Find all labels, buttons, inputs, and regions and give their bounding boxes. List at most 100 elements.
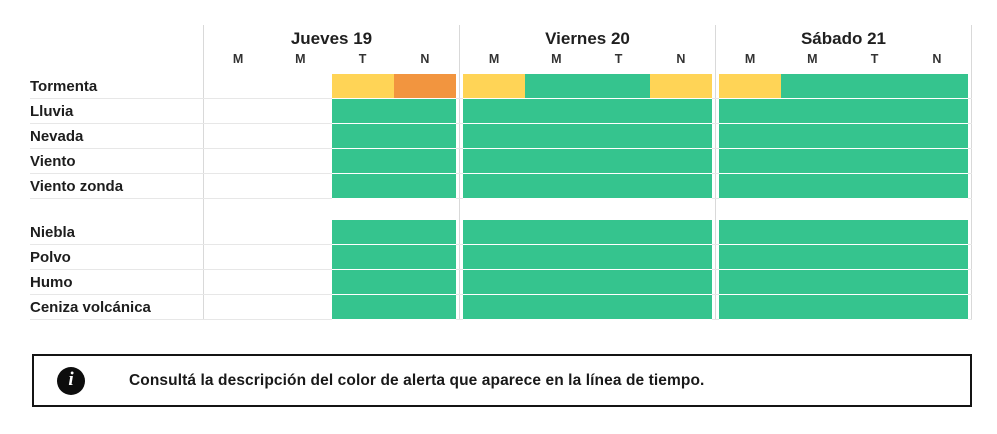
alert-cell[interactable]	[719, 270, 782, 295]
alert-cell[interactable]	[843, 74, 906, 99]
alert-bar-green[interactable]	[393, 245, 456, 269]
alert-bar-green[interactable]	[719, 149, 782, 173]
alert-bar-green[interactable]	[331, 149, 394, 173]
alert-bar-green[interactable]	[781, 74, 844, 98]
alert-cell[interactable]	[587, 124, 650, 149]
alert-cell[interactable]	[719, 124, 782, 149]
alert-bar-green[interactable]	[587, 149, 650, 173]
alert-bar-green[interactable]	[525, 99, 588, 123]
alert-bar-green[interactable]	[587, 99, 650, 123]
alert-cell[interactable]	[331, 245, 394, 270]
alert-cell[interactable]	[649, 124, 712, 149]
alert-bar-green[interactable]	[587, 245, 650, 269]
alert-cell[interactable]	[905, 270, 968, 295]
alert-cell[interactable]	[719, 174, 782, 199]
alert-bar-green[interactable]	[781, 149, 844, 173]
alert-bar-yellow[interactable]	[719, 74, 782, 98]
alert-bar-yellow[interactable]	[649, 74, 712, 98]
alert-bar-green[interactable]	[905, 124, 968, 148]
alert-bar-green[interactable]	[331, 245, 394, 269]
alert-cell[interactable]	[331, 174, 394, 199]
alert-bar-green[interactable]	[331, 220, 394, 244]
alert-bar-green[interactable]	[843, 270, 906, 294]
alert-cell[interactable]	[393, 74, 456, 99]
alert-bar-green[interactable]	[649, 149, 712, 173]
alert-bar-orange[interactable]	[393, 74, 456, 98]
alert-cell[interactable]	[393, 124, 456, 149]
alert-cell[interactable]	[781, 74, 844, 99]
alert-bar-green[interactable]	[843, 74, 906, 98]
alert-cell[interactable]	[331, 295, 394, 320]
alert-bar-green[interactable]	[843, 124, 906, 148]
alert-cell[interactable]	[587, 295, 650, 320]
alert-bar-green[interactable]	[525, 74, 588, 98]
alert-cell[interactable]	[393, 99, 456, 124]
alert-bar-green[interactable]	[719, 245, 782, 269]
alert-bar-green[interactable]	[525, 270, 588, 294]
alert-bar-green[interactable]	[463, 245, 526, 269]
alert-bar-green[interactable]	[587, 174, 650, 198]
alert-cell[interactable]	[719, 220, 782, 245]
alert-cell[interactable]	[463, 245, 526, 270]
alert-bar-green[interactable]	[719, 174, 782, 198]
alert-cell[interactable]	[393, 245, 456, 270]
alert-cell[interactable]	[525, 270, 588, 295]
alert-cell[interactable]	[463, 124, 526, 149]
alert-bar-yellow[interactable]	[463, 74, 526, 98]
alert-cell[interactable]	[905, 99, 968, 124]
alert-bar-green[interactable]	[843, 245, 906, 269]
alert-cell[interactable]	[525, 124, 588, 149]
alert-cell[interactable]	[649, 295, 712, 320]
alert-bar-green[interactable]	[781, 220, 844, 244]
alert-bar-green[interactable]	[463, 149, 526, 173]
alert-bar-green[interactable]	[649, 295, 712, 319]
alert-cell[interactable]	[649, 220, 712, 245]
alert-cell[interactable]	[649, 74, 712, 99]
alert-bar-green[interactable]	[525, 124, 588, 148]
alert-cell[interactable]	[393, 149, 456, 174]
alert-cell[interactable]	[393, 174, 456, 199]
alert-bar-green[interactable]	[331, 295, 394, 319]
alert-bar-green[interactable]	[525, 149, 588, 173]
alert-cell[interactable]	[843, 174, 906, 199]
alert-cell[interactable]	[331, 99, 394, 124]
alert-cell[interactable]	[905, 149, 968, 174]
alert-cell[interactable]	[719, 295, 782, 320]
alert-bar-green[interactable]	[905, 74, 968, 98]
alert-cell[interactable]	[781, 270, 844, 295]
alert-cell[interactable]	[331, 124, 394, 149]
alert-bar-green[interactable]	[719, 124, 782, 148]
alert-cell[interactable]	[843, 99, 906, 124]
alert-bar-green[interactable]	[905, 245, 968, 269]
alert-bar-green[interactable]	[393, 220, 456, 244]
alert-bar-green[interactable]	[843, 149, 906, 173]
alert-bar-green[interactable]	[525, 220, 588, 244]
alert-bar-green[interactable]	[331, 174, 394, 198]
alert-bar-green[interactable]	[463, 174, 526, 198]
alert-bar-green[interactable]	[331, 124, 394, 148]
alert-bar-green[interactable]	[905, 270, 968, 294]
alert-bar-green[interactable]	[463, 295, 526, 319]
alert-bar-green[interactable]	[905, 220, 968, 244]
alert-cell[interactable]	[525, 149, 588, 174]
alert-cell[interactable]	[649, 149, 712, 174]
alert-bar-green[interactable]	[781, 270, 844, 294]
alert-cell[interactable]	[525, 245, 588, 270]
alert-cell[interactable]	[463, 74, 526, 99]
alert-bar-green[interactable]	[781, 245, 844, 269]
alert-bar-green[interactable]	[781, 99, 844, 123]
alert-cell[interactable]	[719, 149, 782, 174]
alert-cell[interactable]	[587, 220, 650, 245]
alert-cell[interactable]	[525, 99, 588, 124]
alert-bar-green[interactable]	[587, 220, 650, 244]
alert-cell[interactable]	[525, 74, 588, 99]
alert-cell[interactable]	[587, 149, 650, 174]
alert-cell[interactable]	[393, 220, 456, 245]
alert-bar-green[interactable]	[843, 174, 906, 198]
alert-cell[interactable]	[525, 220, 588, 245]
alert-bar-yellow[interactable]	[331, 74, 394, 98]
alert-bar-green[interactable]	[393, 124, 456, 148]
alert-cell[interactable]	[587, 270, 650, 295]
alert-cell[interactable]	[463, 270, 526, 295]
alert-bar-green[interactable]	[463, 220, 526, 244]
